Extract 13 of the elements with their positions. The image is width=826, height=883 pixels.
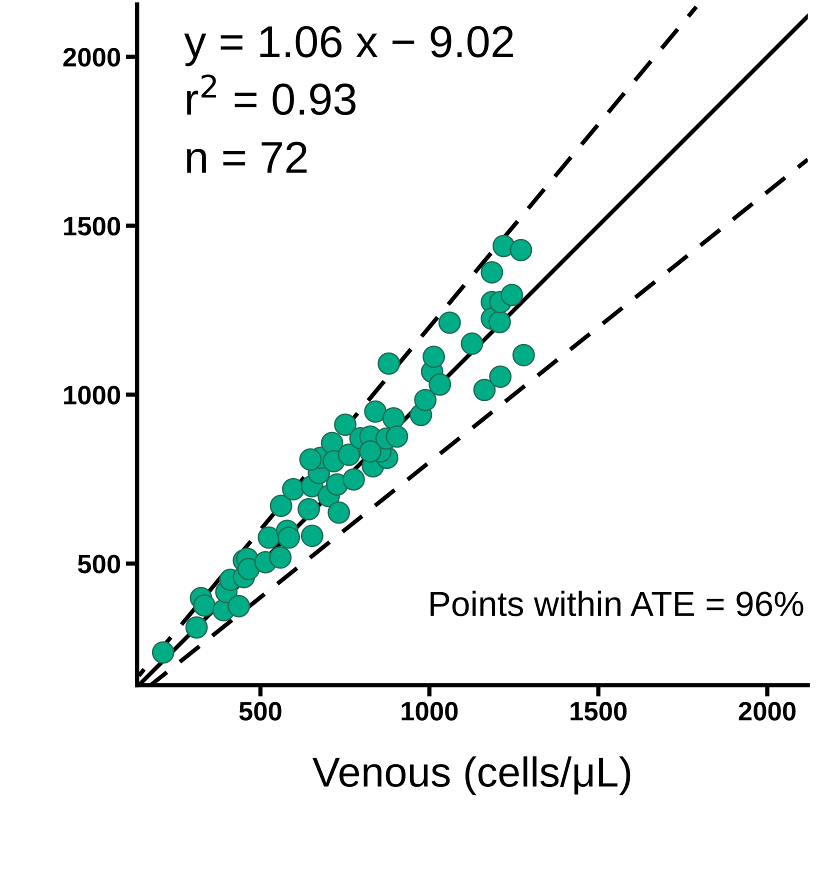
annotation: r$^{2}$ = 0.93 xyxy=(187,74,356,116)
y-tick-label: 1500 xyxy=(64,216,120,236)
y-tick-label: 2000 xyxy=(63,48,120,67)
x-tick-label: 1500 xyxy=(570,702,627,721)
y-tick-label: 1000 xyxy=(64,386,120,404)
x-tick-label: 2000 xyxy=(738,702,796,721)
x-tick-label: 500 xyxy=(239,702,282,721)
x-tick-label: 1000 xyxy=(402,702,458,721)
annotation: n = 72 xyxy=(187,142,307,173)
x-axis-title: Venous (cells/μL) xyxy=(312,756,630,796)
annotation: Points within ATE = 96% xyxy=(430,590,804,616)
y-tick-label: 500 xyxy=(78,554,120,574)
annotation: y = 1.06 x − 9.02 xyxy=(184,26,513,66)
